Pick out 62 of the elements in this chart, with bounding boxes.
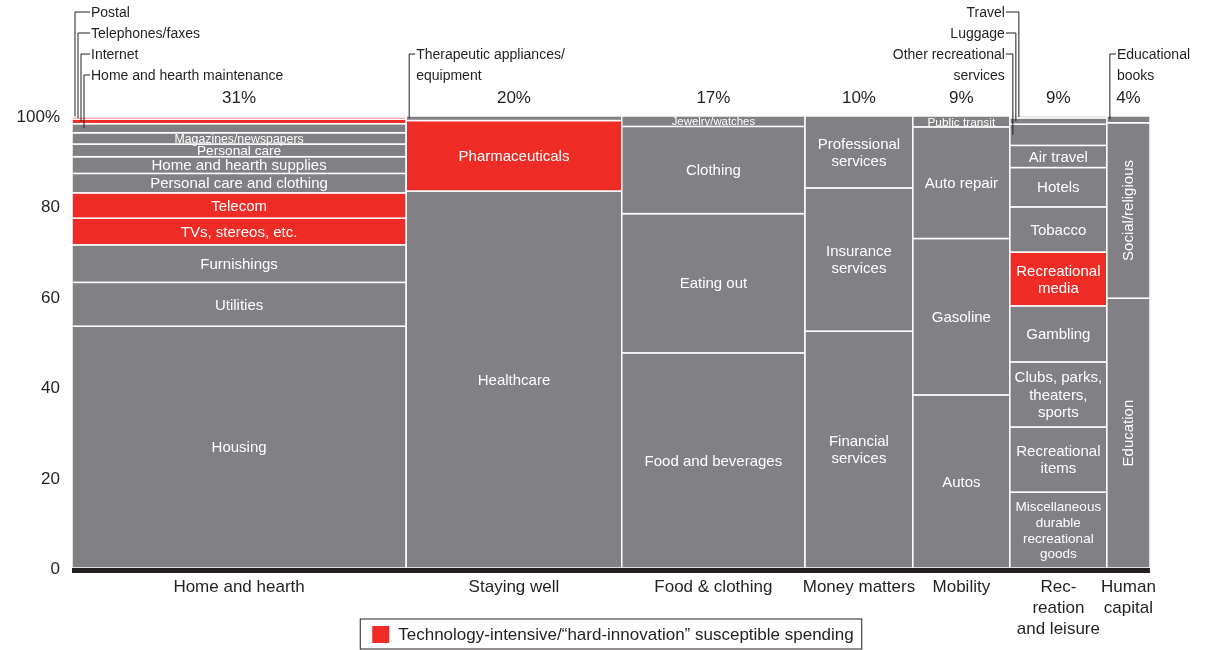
text: Internet: [91, 46, 139, 62]
text: 9%: [1046, 88, 1071, 107]
text: Other recreational services: [892, 46, 1005, 83]
series-label: Auto repair: [924, 173, 999, 191]
series-label: Public transit: [927, 114, 996, 129]
series-label: Gambling: [1026, 325, 1091, 343]
x-tick-label: Human capital: [1101, 577, 1156, 617]
series-label: Miscellaneous durable recreational goods: [1015, 499, 1102, 562]
text: 20%: [496, 88, 531, 107]
y-tick-label: 60: [41, 287, 60, 307]
text: 17%: [696, 88, 731, 107]
series-label: Furnishings: [200, 254, 278, 272]
series-label: Eating out: [679, 274, 749, 292]
series-label: Telecom: [211, 196, 268, 214]
text: Therapeutic appliances/equipment: [416, 46, 565, 83]
x-tick-label: Money matters: [802, 577, 916, 596]
series-label: Autos: [942, 472, 981, 490]
series-label: Air travel: [1028, 147, 1088, 165]
series-label: Insurance services: [826, 242, 892, 277]
series-label: Utilities: [214, 295, 264, 313]
series-label: Pharmaceuticals: [458, 147, 570, 165]
series-label: Magazines/newspapers: [174, 131, 304, 146]
series-label: Recreational items: [1016, 442, 1101, 477]
series-label: Recreational media: [1016, 261, 1101, 296]
text: Travel: [966, 4, 1005, 20]
series-label: Clubs, parks, theaters, sports: [1014, 368, 1103, 420]
series-label: Hotels: [1037, 178, 1080, 196]
x-tick-label: Food & clothing: [654, 577, 773, 596]
text: 4%: [1116, 88, 1141, 107]
x-tick-label: Home and hearth: [173, 577, 305, 596]
x-tick-label: Rec- reation and leisure: [1016, 577, 1100, 638]
series-label: Education: [1119, 399, 1137, 467]
series-label: Jewelry/watches: [671, 115, 756, 128]
series-label: Tobacco: [1030, 220, 1087, 238]
series-label: Personal care and clothing: [150, 174, 328, 192]
series-label: Social/religious: [1119, 160, 1137, 261]
y-tick-label: 40: [41, 378, 60, 398]
x-tick-label: Staying well: [468, 577, 560, 596]
series-label: TVs, stereos, etc.: [180, 222, 298, 240]
text: 31%: [222, 88, 257, 107]
legend-title: Technology-intensive/“hard-innovation” susceptible spending: [398, 625, 854, 644]
x-tick-label: Mobility: [932, 577, 991, 596]
text: Luggage: [950, 25, 1006, 41]
text: 10%: [841, 88, 876, 107]
series-label: Food and beverages: [644, 451, 783, 469]
y-tick-label: 20: [41, 468, 60, 488]
text: 9%: [949, 88, 974, 107]
text: Educational books: [1116, 46, 1191, 83]
y-tick-label: 0: [50, 558, 60, 578]
text: Telephones/faxes: [91, 25, 200, 41]
series-label: Financial services: [828, 432, 889, 467]
series-label: Professional services: [817, 134, 901, 169]
y-tick-label: 100%: [16, 106, 60, 126]
series-label: Healthcare: [477, 370, 551, 388]
series-label: Gasoline: [931, 307, 991, 325]
text: Home and hearth maintenance: [91, 67, 284, 83]
series-label: Housing: [211, 438, 267, 456]
series-label: Clothing: [685, 161, 741, 179]
text: Postal: [91, 4, 130, 20]
y-tick-label: 80: [41, 197, 60, 217]
series-label: Home and hearth supplies: [151, 156, 327, 174]
series-label: Personal care: [197, 143, 282, 159]
